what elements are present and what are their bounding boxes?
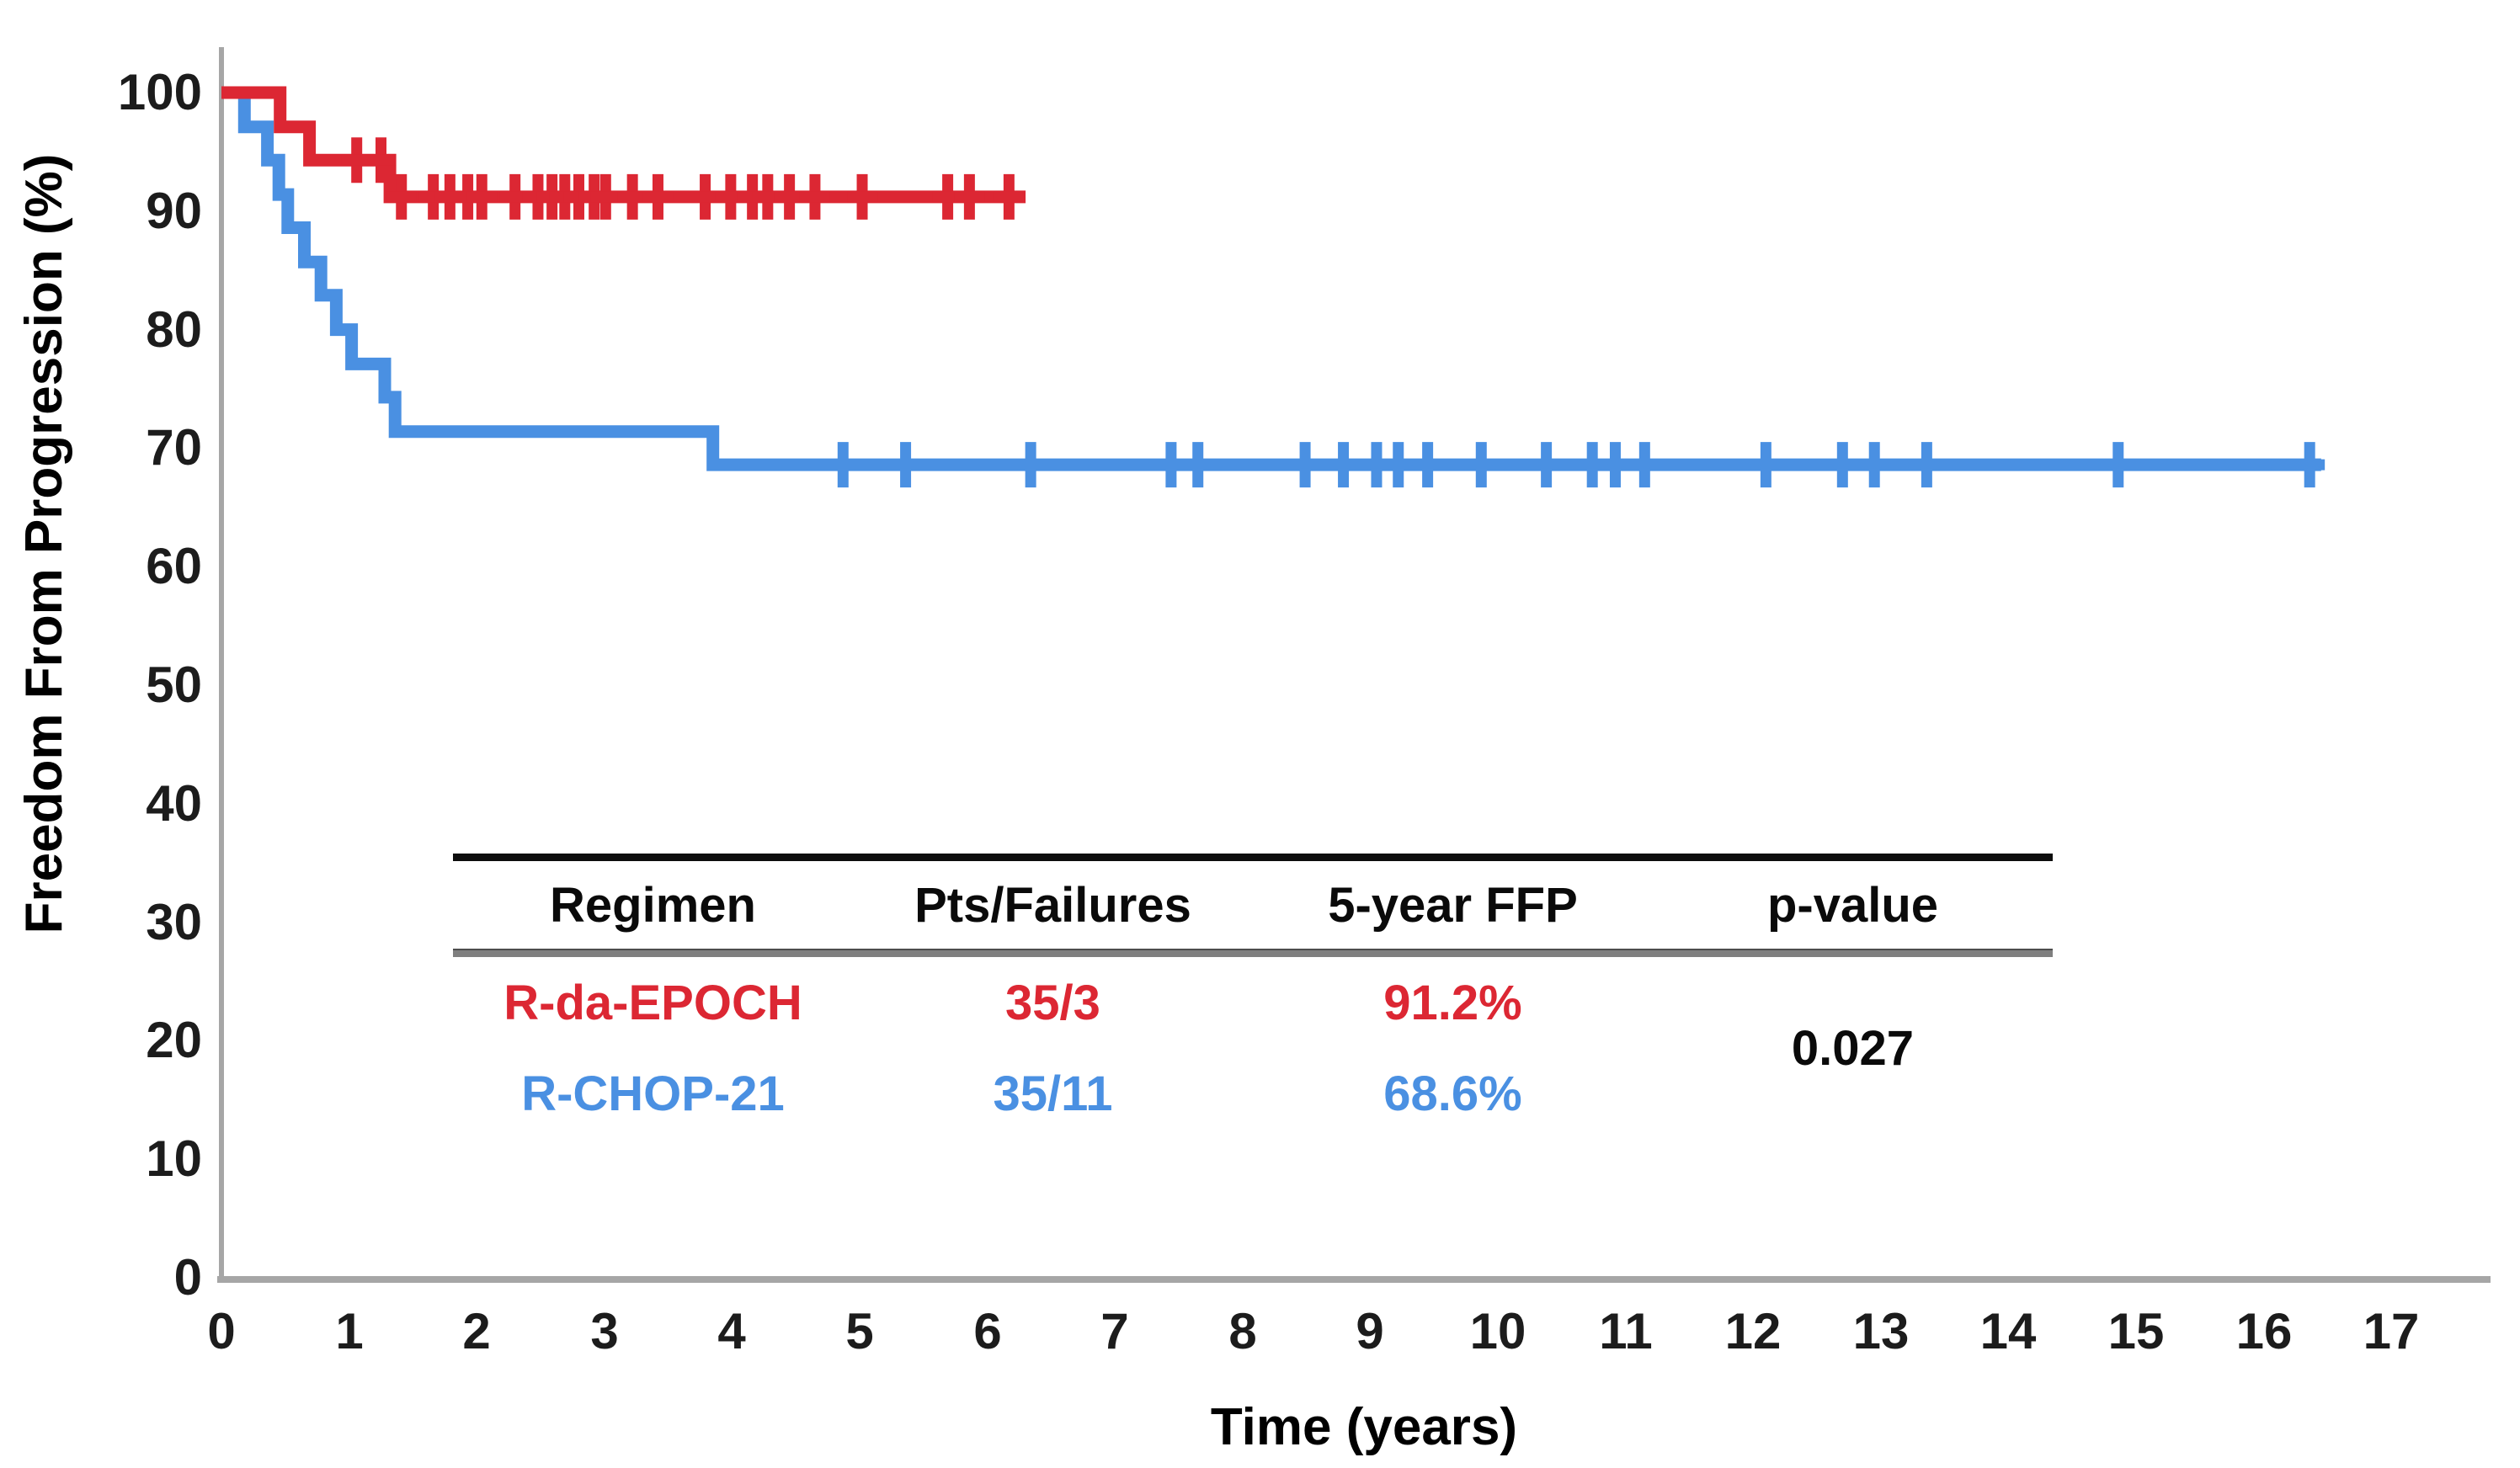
x-tick-label: 3 bbox=[590, 1303, 619, 1359]
ffp-rdaepoch: 91.2% bbox=[1383, 976, 1522, 1030]
x-tick-label: 1 bbox=[335, 1303, 364, 1359]
x-tick-label: 4 bbox=[717, 1303, 746, 1359]
x-tick-label: 15 bbox=[2107, 1303, 2165, 1359]
x-tick-label: 11 bbox=[1599, 1303, 1653, 1359]
x-tick-label: 10 bbox=[1469, 1303, 1526, 1359]
x-tick-label: 13 bbox=[1852, 1303, 1910, 1359]
table-header-pts-failures: Pts/Failures bbox=[914, 878, 1191, 933]
pts-failures-rchop21: 35/11 bbox=[993, 1066, 1113, 1121]
x-tick-label: 17 bbox=[2363, 1303, 2420, 1359]
pts-failures-rdaepoch: 35/3 bbox=[1005, 976, 1100, 1030]
y-tick-label: 100 bbox=[117, 64, 202, 120]
x-tick-label: 5 bbox=[845, 1303, 874, 1359]
km-curve-r-chop-21 bbox=[221, 86, 2321, 471]
y-tick-label: 40 bbox=[146, 775, 202, 832]
x-tick-label: 6 bbox=[973, 1303, 1002, 1359]
y-axis-label: Freedom From Progression (%) bbox=[15, 153, 73, 934]
y-tick-label: 50 bbox=[146, 657, 202, 713]
x-tick-label: 12 bbox=[1724, 1303, 1782, 1359]
table-top-rule bbox=[453, 854, 2053, 861]
x-tick-label: 0 bbox=[207, 1303, 236, 1359]
ffp-rchop21: 68.6% bbox=[1383, 1066, 1522, 1121]
x-tick-label: 16 bbox=[2235, 1303, 2293, 1359]
y-tick-label: 30 bbox=[146, 894, 202, 950]
x-tick-label: 2 bbox=[462, 1303, 491, 1359]
table-header-p-value: p-value bbox=[1766, 878, 1939, 933]
y-tick-label: 10 bbox=[146, 1130, 202, 1187]
table-row: R-CHOP-21 35/11 68.6% bbox=[453, 1058, 1653, 1130]
x-tick-label: 14 bbox=[1979, 1303, 2037, 1359]
x-tick-label: 9 bbox=[1356, 1303, 1384, 1359]
x-axis-label: Time (years) bbox=[1210, 1398, 1518, 1456]
y-tick-label: 70 bbox=[146, 419, 202, 476]
table-row: R-da-EPOCH 35/3 91.2% bbox=[453, 967, 1653, 1039]
table-header-regimen: Regimen bbox=[550, 878, 756, 933]
x-tick-label: 8 bbox=[1228, 1303, 1257, 1359]
km-curve-r-da-epoch bbox=[221, 86, 1026, 204]
y-tick-label: 60 bbox=[146, 538, 202, 594]
summary-table: Regimen Pts/Failures 5-year FFP p-value … bbox=[453, 854, 2053, 1144]
y-tick-label: 0 bbox=[173, 1249, 202, 1306]
regimen-name-rchop21: R-CHOP-21 bbox=[521, 1066, 785, 1121]
table-header-5year-ffp: 5-year FFP bbox=[1328, 878, 1578, 933]
table-header-row: Regimen Pts/Failures 5-year FFP p-value bbox=[453, 864, 2053, 948]
p-value-cell: 0.027 bbox=[1791, 1021, 1915, 1076]
y-tick-label: 90 bbox=[146, 183, 202, 239]
x-tick-label: 7 bbox=[1100, 1303, 1129, 1359]
table-mid-rule bbox=[453, 949, 2053, 957]
y-tick-label: 20 bbox=[146, 1012, 202, 1068]
y-tick-label: 80 bbox=[146, 301, 202, 358]
regimen-name-rdaepoch: R-da-EPOCH bbox=[503, 976, 802, 1030]
